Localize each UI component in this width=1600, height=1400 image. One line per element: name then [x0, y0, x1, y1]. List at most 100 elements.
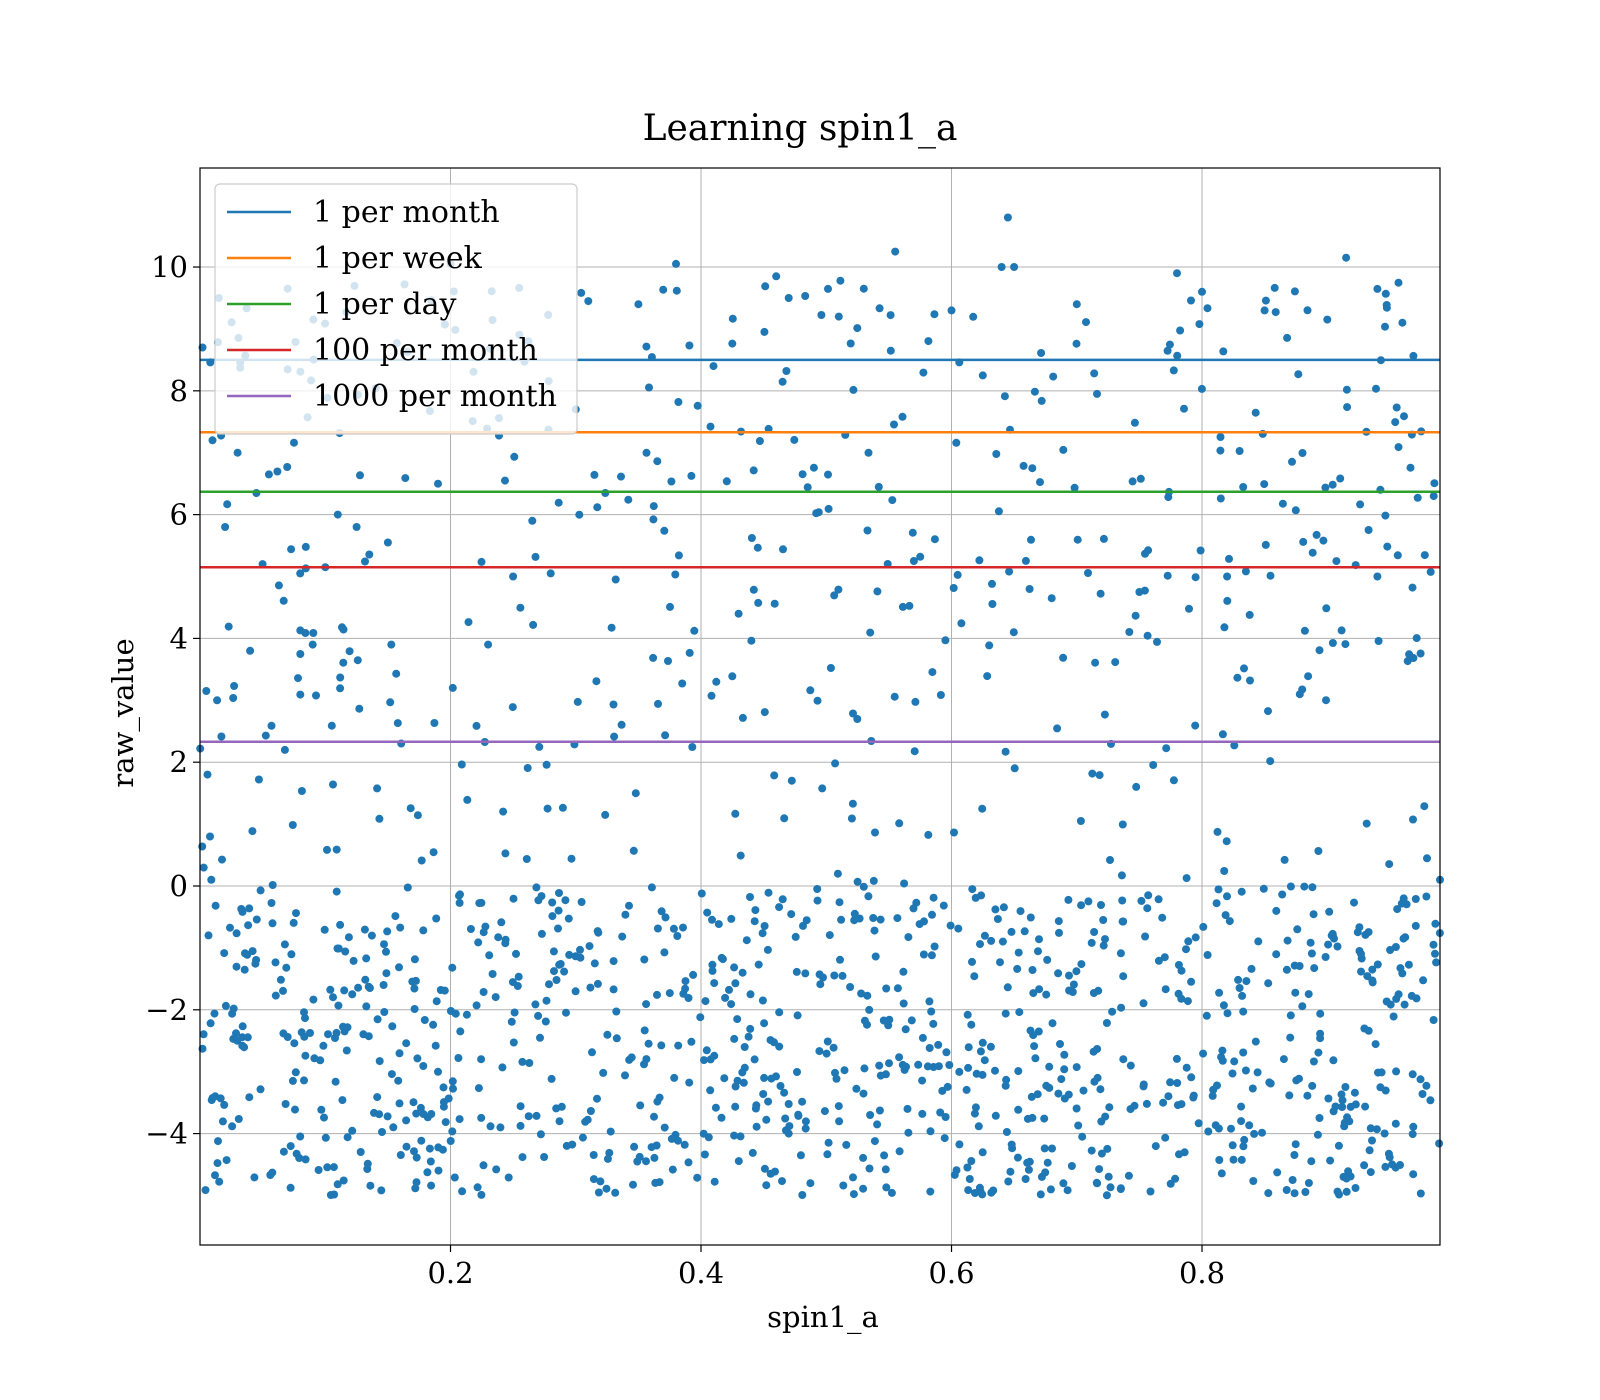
scatter-point	[640, 1060, 648, 1069]
scatter-point	[1394, 443, 1403, 452]
scatter-point	[864, 892, 873, 901]
scatter-point	[1069, 980, 1078, 989]
scatter-point	[1162, 744, 1171, 753]
scatter-point	[727, 1000, 736, 1009]
scatter-point	[703, 908, 712, 917]
scatter-point	[1365, 1146, 1374, 1155]
scatter-point	[918, 1033, 927, 1042]
scatter-point	[1357, 949, 1365, 958]
scatter-point	[971, 1189, 979, 1197]
scatter-point	[809, 463, 818, 472]
scatter-point	[268, 919, 277, 928]
scatter-point	[636, 1101, 645, 1110]
scatter-point	[1290, 287, 1299, 296]
scatter-point	[550, 967, 558, 976]
scatter-point	[859, 1089, 868, 1098]
scatter-point	[1240, 664, 1248, 673]
scatter-point	[1180, 404, 1188, 413]
scatter-point	[1249, 1177, 1258, 1185]
scatter-point	[970, 1109, 979, 1118]
scatter-point	[324, 1030, 332, 1039]
scatter-point	[983, 672, 992, 681]
scatter-point	[721, 993, 730, 1002]
scatter-point	[1204, 1127, 1213, 1136]
scatter-point	[1132, 782, 1141, 791]
scatter-point	[1239, 1048, 1248, 1057]
scatter-point	[782, 367, 791, 375]
scatter-point	[717, 1113, 726, 1122]
scatter-point	[1028, 1113, 1037, 1122]
scatter-point	[667, 477, 676, 486]
scatter-point	[1221, 911, 1230, 920]
scatter-point	[754, 598, 763, 607]
y-axis-label: raw_value	[106, 638, 141, 787]
scatter-point	[953, 570, 962, 579]
scatter-point	[1180, 1148, 1189, 1157]
scatter-point	[863, 526, 872, 535]
scatter-point	[395, 1099, 404, 1108]
scatter-point	[696, 1013, 705, 1022]
scatter-point	[274, 581, 283, 590]
scatter-point	[210, 1009, 219, 1018]
scatter-point	[594, 1188, 603, 1197]
scatter-point	[1337, 626, 1346, 635]
scatter-point	[479, 928, 488, 937]
scatter-point	[980, 931, 989, 940]
scatter-point	[203, 770, 212, 779]
scatter-point	[1377, 1068, 1386, 1077]
scatter-point	[429, 848, 438, 857]
scatter-point	[752, 1122, 761, 1131]
scatter-point	[586, 983, 595, 992]
scatter-point	[429, 1020, 438, 1029]
scatter-point	[764, 424, 773, 433]
scatter-point	[869, 876, 878, 885]
scatter-point	[969, 312, 978, 321]
scatter-point	[349, 956, 358, 965]
scatter-point	[775, 903, 784, 912]
scatter-point	[1282, 965, 1291, 974]
scatter-point	[338, 1096, 347, 1105]
scatter-point	[871, 828, 879, 837]
scatter-point	[839, 1181, 848, 1190]
scatter-point	[1372, 384, 1380, 393]
scatter-point	[824, 504, 833, 513]
scatter-point	[1291, 506, 1300, 515]
scatter-point	[824, 284, 832, 293]
scatter-point	[1016, 907, 1025, 916]
scatter-point	[727, 914, 736, 923]
scatter-point	[1373, 284, 1382, 293]
scatter-point	[1282, 1186, 1291, 1194]
scatter-point	[1187, 296, 1195, 305]
scatter-point	[760, 1019, 769, 1028]
scatter-point	[1223, 1009, 1232, 1018]
scatter-point	[895, 1053, 904, 1062]
scatter-point	[1324, 1094, 1333, 1103]
scatter-point	[750, 917, 759, 926]
scatter-point	[975, 556, 984, 565]
scatter-point	[1389, 1012, 1398, 1021]
scatter-point	[881, 1165, 890, 1174]
scatter-point	[1031, 1054, 1040, 1063]
scatter-point	[1235, 447, 1244, 455]
scatter-point	[1322, 604, 1331, 613]
scatter-point	[296, 690, 305, 699]
scatter-point	[627, 1053, 636, 1062]
scatter-point	[849, 709, 857, 718]
scatter-point	[629, 1180, 637, 1189]
scatter-point	[215, 1177, 224, 1186]
scatter-point	[280, 745, 289, 754]
scatter-point	[1327, 931, 1336, 940]
scatter-point	[728, 314, 737, 323]
scatter-point	[411, 1184, 420, 1193]
scatter-point	[450, 1173, 459, 1182]
scatter-point	[870, 1137, 879, 1146]
chart-title: Learning spin1_a	[643, 108, 958, 149]
scatter-point	[778, 377, 787, 386]
scatter-point	[1054, 1089, 1063, 1098]
scatter-point	[492, 1165, 501, 1174]
scatter-point	[860, 1016, 869, 1025]
scatter-point	[454, 1054, 463, 1062]
scatter-point	[345, 647, 354, 656]
scatter-point	[978, 1148, 987, 1157]
